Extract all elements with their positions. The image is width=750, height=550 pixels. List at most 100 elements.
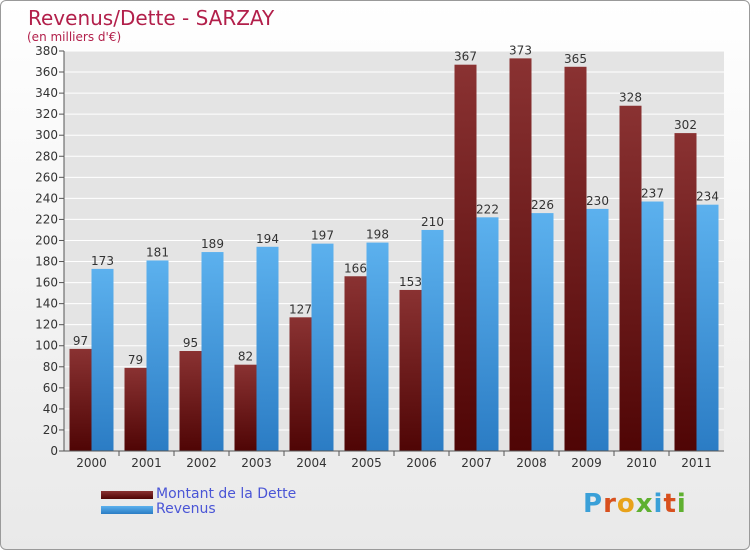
logo-letter: i bbox=[676, 489, 687, 519]
y-tick-label: 240 bbox=[35, 191, 58, 205]
data-label: 127 bbox=[289, 302, 312, 316]
x-tick-label: 2004 bbox=[296, 456, 327, 470]
chart-title: Revenus/Dette - SARZAY bbox=[28, 6, 275, 30]
revenus-bar bbox=[641, 201, 664, 451]
data-labels: 97 173 79 181 95 189 82 194 127 197 166 198 153 210 36… bbox=[73, 43, 719, 366]
data-label: 373 bbox=[509, 43, 532, 57]
data-label: 328 bbox=[619, 91, 642, 105]
revenus-bar bbox=[146, 260, 169, 451]
data-label: 181 bbox=[146, 245, 169, 259]
y-tick-label: 180 bbox=[35, 255, 58, 269]
revenus-bar bbox=[201, 252, 224, 451]
data-label: 97 bbox=[73, 334, 88, 348]
data-label: 222 bbox=[476, 202, 499, 216]
y-tick-label: 60 bbox=[43, 381, 58, 395]
data-label: 82 bbox=[238, 350, 253, 364]
data-label: 197 bbox=[311, 229, 334, 243]
data-label: 365 bbox=[564, 52, 587, 66]
y-tick-label: 100 bbox=[35, 339, 58, 353]
grid-lines bbox=[64, 50, 724, 452]
y-tick-label: 360 bbox=[35, 65, 58, 79]
y-tick-label: 140 bbox=[35, 297, 58, 311]
x-tick-label: 2001 bbox=[131, 456, 162, 470]
data-label: 95 bbox=[183, 336, 198, 350]
data-label: 194 bbox=[256, 232, 279, 246]
data-label: 302 bbox=[674, 118, 697, 132]
x-tick-label: 2007 bbox=[461, 456, 492, 470]
debt-bar bbox=[179, 351, 202, 451]
revenus-bar bbox=[91, 268, 114, 451]
debt-bar bbox=[454, 64, 477, 452]
logo-letter: t bbox=[663, 489, 677, 519]
data-label: 367 bbox=[454, 50, 477, 64]
data-label: 166 bbox=[344, 261, 367, 275]
logo-letter: i bbox=[653, 489, 664, 519]
x-tick-label: 2009 bbox=[571, 456, 602, 470]
debt-bar bbox=[564, 66, 587, 451]
revenus-bar bbox=[531, 213, 554, 451]
proxiti-logo: Proxiti bbox=[583, 489, 687, 519]
legend-swatch-revenus bbox=[101, 506, 153, 514]
data-label: 153 bbox=[399, 275, 422, 289]
debt-bar bbox=[124, 367, 147, 451]
x-tick-label: 2003 bbox=[241, 456, 272, 470]
revenus-bar bbox=[421, 229, 444, 451]
y-tick-label: 260 bbox=[35, 170, 58, 184]
y-tick-label: 20 bbox=[43, 423, 58, 437]
y-tick-label: 380 bbox=[35, 44, 58, 58]
logo-letter: P bbox=[583, 489, 604, 519]
debt-bar bbox=[289, 317, 312, 451]
x-tick-label: 2010 bbox=[626, 456, 657, 470]
legend-label-revenus: Revenus bbox=[156, 501, 216, 517]
debt-bar bbox=[234, 364, 257, 451]
y-tick-label: 160 bbox=[35, 276, 58, 290]
data-label: 198 bbox=[366, 228, 389, 242]
data-label: 210 bbox=[421, 215, 444, 229]
data-label: 79 bbox=[128, 353, 143, 367]
data-label: 226 bbox=[531, 198, 554, 212]
revenus-bar bbox=[476, 217, 499, 451]
bars bbox=[69, 58, 719, 452]
chart-subtitle: (en milliers d'€) bbox=[27, 30, 122, 44]
debt-bar bbox=[619, 105, 642, 451]
debt-bar bbox=[399, 289, 422, 451]
y-tick-label: 340 bbox=[35, 86, 58, 100]
legend-label-debt: Montant de la Dette bbox=[156, 486, 297, 502]
revenus-bar bbox=[366, 242, 389, 451]
debt-bar bbox=[674, 133, 697, 451]
y-tick-label: 320 bbox=[35, 107, 58, 121]
legend-swatch-debt bbox=[101, 491, 153, 499]
y-tick-label: 220 bbox=[35, 212, 58, 226]
x-tick-label: 2005 bbox=[351, 456, 382, 470]
y-tick-label: 200 bbox=[35, 233, 58, 247]
logo-letter: x bbox=[635, 489, 654, 519]
revenus-bar bbox=[256, 246, 279, 451]
logo-letter: r bbox=[603, 489, 617, 519]
data-label: 237 bbox=[641, 187, 664, 201]
debt-bar bbox=[69, 348, 92, 451]
y-tick-label: 0 bbox=[50, 444, 58, 458]
data-label: 189 bbox=[201, 237, 224, 251]
x-tick-label: 2006 bbox=[406, 456, 437, 470]
data-label: 173 bbox=[91, 254, 114, 268]
x-tick-label: 2011 bbox=[681, 456, 712, 470]
y-tick-label: 80 bbox=[43, 360, 58, 374]
data-label: 230 bbox=[586, 194, 609, 208]
logo-letter: o bbox=[616, 489, 636, 519]
y-tick-label: 120 bbox=[35, 318, 58, 332]
y-axis: 0 20 40 60 80 100 120 140 160 180 200 220 240 260 280 3… bbox=[35, 44, 65, 458]
debt-bar bbox=[509, 58, 532, 452]
revenus-bar bbox=[586, 208, 609, 451]
revenus-bar bbox=[696, 204, 719, 451]
x-tick-label: 2008 bbox=[516, 456, 547, 470]
x-tick-label: 2002 bbox=[186, 456, 217, 470]
x-tick-label: 2000 bbox=[76, 456, 107, 470]
y-tick-label: 40 bbox=[43, 402, 58, 416]
y-tick-label: 300 bbox=[35, 128, 58, 142]
plot-area bbox=[64, 51, 724, 451]
data-label: 234 bbox=[696, 190, 719, 204]
x-axis: 2000 2001 2002 2003 2004 2005 2006 2007 2008 2009… bbox=[64, 450, 724, 470]
debt-bar bbox=[344, 276, 367, 451]
